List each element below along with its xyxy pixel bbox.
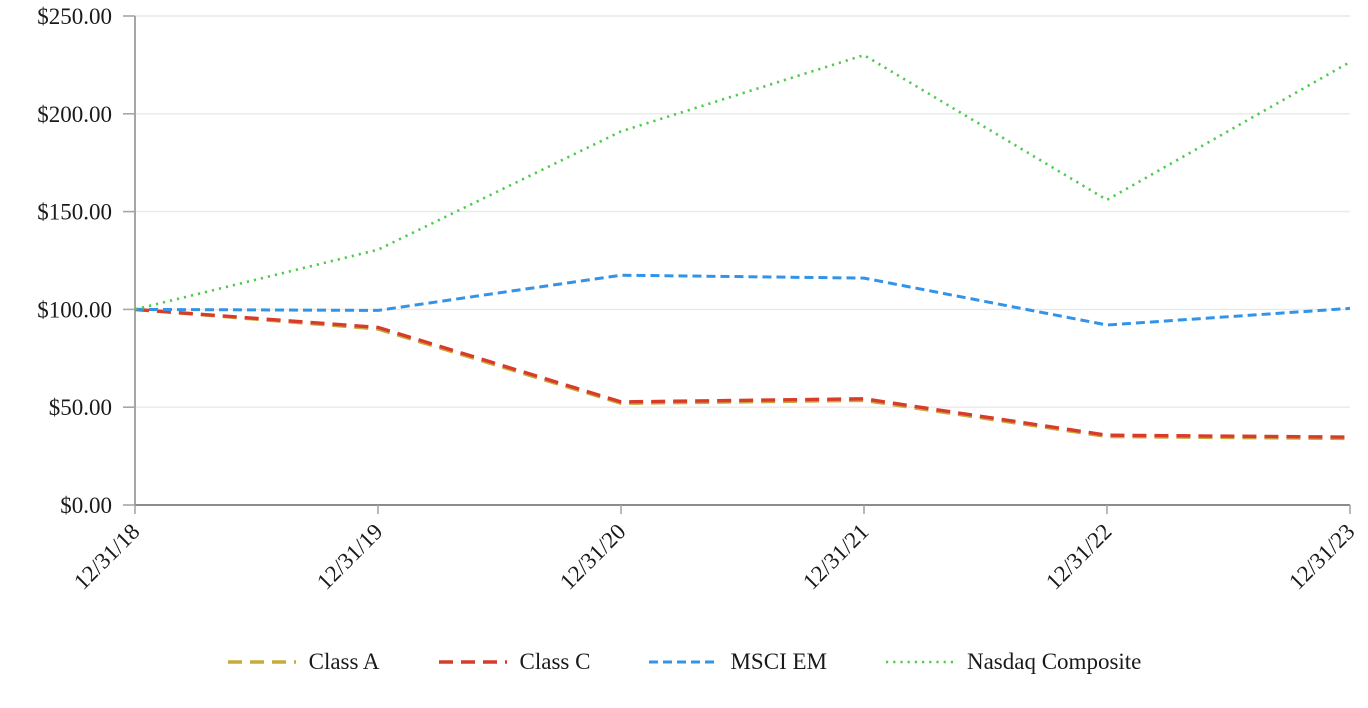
x-axis-label: 12/31/23 — [1284, 519, 1360, 595]
legend-label-msci-em: MSCI EM — [730, 649, 827, 674]
legend-label-class-a: Class A — [308, 649, 380, 674]
legend-item-class-a: Class A — [227, 649, 380, 675]
legend-label-nasdaq-composite: Nasdaq Composite — [966, 649, 1142, 674]
y-axis-label: $200.00 — [37, 102, 112, 127]
y-axis-label: $250.00 — [37, 4, 112, 29]
x-axis-label: 12/31/22 — [1041, 519, 1117, 595]
y-axis-label: $50.00 — [49, 395, 112, 420]
x-axis-label: 12/31/18 — [69, 519, 145, 595]
series-line-nasdaq-composite — [134, 53, 1351, 311]
chart-plot-area: $0.00 $50.00 $100.00 $150.00 $200.00 $250.00 1… — [37, 4, 1360, 595]
legend-swatch-nasdaq-composite — [885, 660, 954, 664]
x-axis-label: 12/31/19 — [312, 519, 388, 595]
legend-swatch-msci-em — [649, 660, 718, 664]
legend-item-nasdaq-composite: Nasdaq Composite — [885, 649, 1141, 675]
legend-label-class-c: Class C — [519, 649, 591, 674]
legend-item-class-c: Class C — [438, 649, 591, 675]
legend-swatch-class-a — [227, 660, 296, 664]
legend-swatch-class-c — [438, 660, 507, 664]
y-axis-label: $0.00 — [60, 493, 112, 518]
y-axis-label: $100.00 — [37, 297, 112, 322]
chart-legend: Class A Class C MSCI EM Nasdaq Composite — [0, 636, 1368, 688]
series-line-msci-em — [134, 273, 1351, 327]
legend-item-msci-em: MSCI EM — [648, 649, 827, 675]
x-axis-label: 12/31/20 — [555, 519, 631, 595]
series-line-class-a — [134, 307, 1351, 441]
y-axis-label: $150.00 — [37, 200, 112, 225]
series-line-class-c — [134, 307, 1351, 439]
x-axis-label: 12/31/21 — [798, 519, 874, 595]
